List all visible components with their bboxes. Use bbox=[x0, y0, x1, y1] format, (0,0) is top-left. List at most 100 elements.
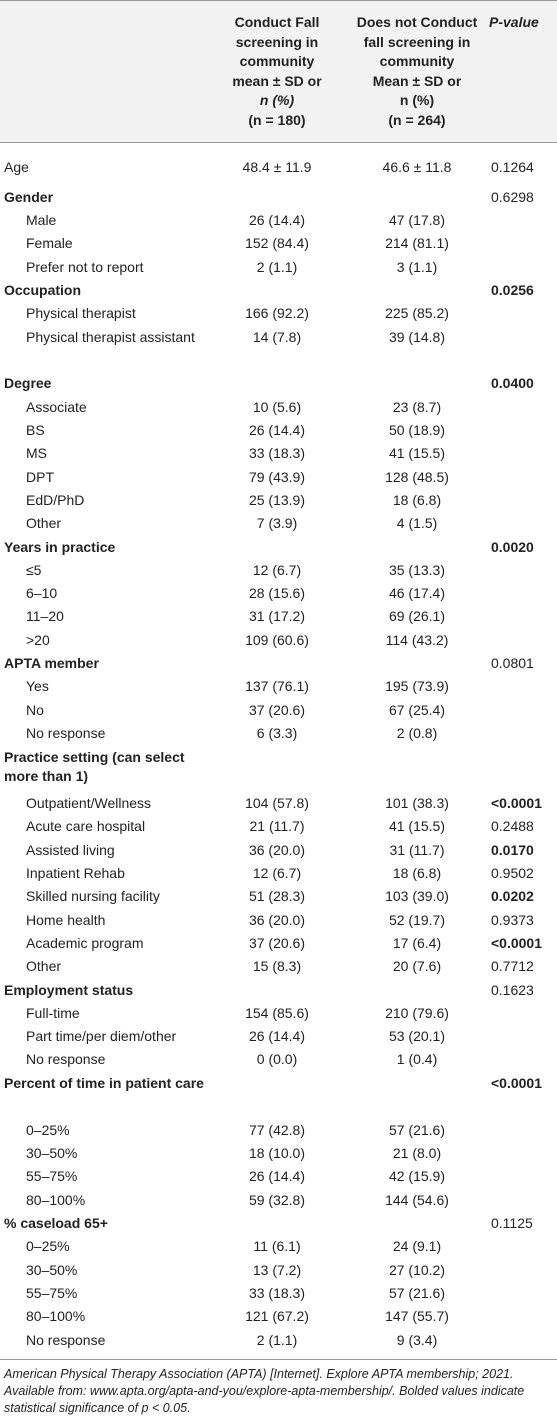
cell-not-conduct: 53 (20.1) bbox=[388, 1028, 446, 1045]
cell-not-conduct: 41 (15.5) bbox=[388, 445, 446, 462]
cell-p-value bbox=[487, 1001, 557, 1024]
cell-conduct: 18 (10.0) bbox=[248, 1145, 306, 1162]
cell-conduct: 11 (6.1) bbox=[253, 1238, 301, 1255]
cell-not-conduct bbox=[347, 372, 487, 395]
header-p-value-label: P-value bbox=[489, 14, 539, 30]
row-label: Associate bbox=[26, 398, 87, 415]
header-line: n (%) bbox=[259, 92, 295, 108]
cell-p-value bbox=[487, 512, 557, 535]
cell-conduct: 154 (85.6) bbox=[245, 1004, 309, 1021]
table-row: 55–75% 33 (18.3) 57 (21.6) bbox=[0, 1281, 557, 1304]
cell-p-value bbox=[487, 255, 557, 278]
cell-conduct: 152 (84.4) bbox=[245, 235, 309, 252]
cell-conduct: 25 (13.9) bbox=[248, 491, 306, 508]
row-label: MS bbox=[26, 445, 47, 462]
cell-not-conduct: 47 (17.8) bbox=[388, 211, 446, 228]
cell-conduct: 48.4 ± 11.9 bbox=[242, 159, 312, 175]
cell-conduct: 37 (20.6) bbox=[248, 934, 306, 951]
table-row: 80–100% 121 (67.2) 147 (55.7) bbox=[0, 1304, 557, 1327]
row-label: No bbox=[26, 701, 44, 718]
row-label: EdD/PhD bbox=[26, 491, 85, 508]
cell-conduct: 121 (67.2) bbox=[245, 1308, 309, 1325]
cell-not-conduct: 3 (1.1) bbox=[396, 258, 438, 275]
cell-conduct bbox=[207, 1071, 347, 1118]
row-label: BS bbox=[26, 422, 45, 439]
cell-conduct: 12 (6.7) bbox=[252, 865, 302, 882]
cell-conduct bbox=[207, 745, 347, 792]
table-row: Practice setting (can select more than 1… bbox=[0, 745, 557, 792]
row-label: Other bbox=[26, 958, 62, 975]
table-row: Male 26 (14.4) 47 (17.8) bbox=[0, 208, 557, 231]
cell-conduct: 59 (32.8) bbox=[248, 1191, 306, 1208]
table-row: Full-time 154 (85.6) 210 (79.6) bbox=[0, 1001, 557, 1024]
row-label: 6–10 bbox=[26, 585, 58, 602]
cell-not-conduct: 20 (7.6) bbox=[392, 958, 442, 975]
cell-conduct: 10 (5.6) bbox=[252, 398, 302, 415]
table-row: No response 2 (1.1) 9 (3.4) bbox=[0, 1327, 557, 1360]
table-row: Years in practice 0.0020 bbox=[0, 535, 557, 558]
row-label: 11–20 bbox=[26, 608, 64, 625]
table-header: Conduct Fall screening in community mean… bbox=[0, 0, 557, 143]
cell-p-value: 0.1623 bbox=[491, 981, 534, 998]
cell-conduct bbox=[207, 651, 347, 674]
cell-conduct bbox=[207, 535, 347, 558]
cell-conduct: 26 (14.4) bbox=[248, 1028, 306, 1045]
table-row: APTA member 0.0801 bbox=[0, 651, 557, 674]
table-row: 30–50% 18 (10.0) 21 (8.0) bbox=[0, 1141, 557, 1164]
cell-p-value bbox=[487, 745, 557, 792]
cell-conduct: 77 (42.8) bbox=[248, 1121, 306, 1138]
row-label: Outpatient/Wellness bbox=[26, 795, 152, 812]
header-line: community bbox=[239, 53, 315, 69]
cell-p-value: 0.7712 bbox=[491, 958, 534, 975]
row-label: ≤5 bbox=[26, 561, 42, 578]
table-row: Acute care hospital 21 (11.7) 41 (15.5) 0.2… bbox=[0, 815, 557, 838]
cell-p-value: 0.0020 bbox=[491, 538, 534, 555]
cell-p-value bbox=[487, 1258, 557, 1281]
cell-conduct bbox=[207, 185, 347, 208]
row-label: 0–25% bbox=[26, 1238, 70, 1255]
cell-not-conduct: 41 (15.5) bbox=[388, 818, 446, 835]
cell-not-conduct: 57 (21.6) bbox=[388, 1121, 446, 1138]
row-label: Yes bbox=[26, 678, 49, 695]
table-row: 0–25% 11 (6.1) 24 (9.1) bbox=[0, 1235, 557, 1258]
cell-not-conduct: 210 (79.6) bbox=[385, 1004, 449, 1021]
cell-conduct: 33 (18.3) bbox=[248, 445, 306, 462]
row-label: Years in practice bbox=[4, 538, 116, 555]
cell-p-value: 0.9373 bbox=[491, 911, 534, 928]
header-line: n (%) bbox=[399, 92, 435, 108]
cell-p-value: <0.0001 bbox=[491, 934, 542, 951]
row-label: Degree bbox=[4, 375, 52, 392]
cell-p-value bbox=[487, 581, 557, 604]
row-label: 0–25% bbox=[26, 1121, 70, 1138]
cell-p-value bbox=[487, 1281, 557, 1304]
cell-not-conduct: 128 (48.5) bbox=[385, 468, 449, 485]
cell-p-value bbox=[487, 301, 557, 324]
cell-p-value bbox=[487, 1235, 557, 1258]
row-label: 55–75% bbox=[26, 1284, 78, 1301]
cell-not-conduct: 27 (10.2) bbox=[388, 1261, 446, 1278]
cell-conduct: 2 (1.1) bbox=[207, 1327, 347, 1360]
cell-conduct bbox=[207, 372, 347, 395]
table-row: Occupation 0.0256 bbox=[0, 278, 557, 301]
cell-conduct: 79 (43.9) bbox=[248, 468, 306, 485]
cell-conduct: 104 (57.8) bbox=[245, 795, 309, 812]
row-label: Physical therapist assistant bbox=[26, 328, 195, 345]
row-label: Male bbox=[26, 211, 57, 228]
cell-not-conduct: 46.6 ± 11.8 bbox=[382, 159, 452, 175]
row-label: Gender bbox=[4, 188, 54, 205]
cell-not-conduct: 52 (19.7) bbox=[388, 911, 446, 928]
cell-not-conduct: 67 (25.4) bbox=[388, 701, 446, 718]
row-label: APTA member bbox=[4, 654, 99, 671]
cell-p-value: 0.6298 bbox=[491, 188, 534, 205]
cell-conduct: 21 (11.7) bbox=[249, 818, 305, 835]
cell-p-value bbox=[487, 1304, 557, 1327]
table-row: Prefer not to report 2 (1.1) 3 (1.1) bbox=[0, 255, 557, 278]
table-row: 30–50% 13 (7.2) 27 (10.2) bbox=[0, 1258, 557, 1281]
cell-conduct: 0 (0.0) bbox=[256, 1051, 298, 1068]
table-row: No 37 (20.6) 67 (25.4) bbox=[0, 698, 557, 721]
cell-conduct: 37 (20.6) bbox=[248, 701, 306, 718]
table-row: No response 0 (0.0) 1 (0.4) bbox=[0, 1048, 557, 1071]
cell-conduct: 13 (7.2) bbox=[252, 1261, 302, 1278]
cell-not-conduct: 214 (81.1) bbox=[385, 235, 449, 252]
row-label: Inpatient Rehab bbox=[26, 865, 125, 882]
